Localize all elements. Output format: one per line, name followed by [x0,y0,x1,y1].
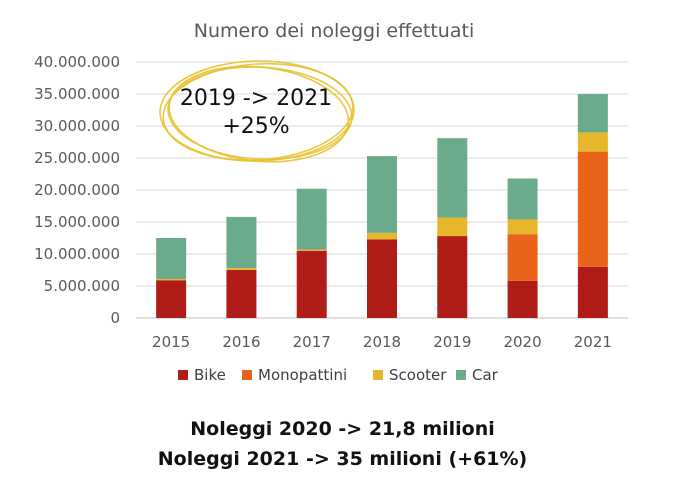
y-tick-label: 30.000.000 [34,117,120,135]
bar-bike-2020 [507,280,538,318]
bar-scooter-2017 [296,249,327,251]
bar-bike-2015 [156,280,187,318]
bar-bike-2017 [296,250,327,318]
x-tick-label: 2016 [222,333,260,351]
legend-swatch-car [456,370,466,380]
legend-swatch-scooter [373,370,383,380]
bar-bike-2018 [367,239,397,318]
y-tick-label: 25.000.000 [34,149,120,167]
bar-car-2015 [156,238,187,279]
x-axis-ticks: 2015 2016 2017 2018 2019 2020 2021 [152,333,612,351]
x-tick-label: 2019 [433,333,471,351]
x-tick-label: 2018 [363,333,401,351]
y-tick-label: 15.000.000 [34,213,120,231]
bar-bike-2021 [577,266,608,318]
x-tick-label: 2017 [293,333,331,351]
footer-line-1: Noleggi 2020 -> 21,8 milioni [190,418,495,440]
bar-scooter-2015 [156,278,187,281]
bar-bike-2016 [226,270,257,318]
y-tick-label: 35.000.000 [34,85,120,103]
bar-bike-2019 [437,236,468,318]
bar-car-2018 [367,156,397,233]
bar-car-2017 [296,188,327,250]
x-tick-label: 2015 [152,333,190,351]
bar-scooter-2021 [577,132,608,152]
chart-title: Numero dei noleggi effettuati [194,20,474,42]
bar-scooter-2020 [507,219,538,235]
bar-monopattini-2020 [507,234,538,281]
bar-car-2016 [226,216,257,269]
y-tick-label: 40.000.000 [34,53,120,71]
legend-swatch-monopattini [242,370,252,380]
legend-label-scooter: Scooter [389,366,447,384]
bar-car-2019 [437,138,468,218]
stacked-bar-chart: Numero dei noleggi effettuati 0 5.000.000… [34,20,628,384]
bar-monopattini-2021 [577,151,608,267]
bar-car-2021 [577,94,608,133]
bar-scooter-2018 [367,232,397,240]
legend-label-bike: Bike [194,366,226,384]
footer-line-2: Noleggi 2021 -> 35 milioni (+61%) [157,448,528,470]
legend-label-car: Car [472,366,499,384]
legend: Bike Monopattini Scooter Car [178,366,499,384]
legend-swatch-bike [178,370,188,380]
legend-label-monopattini: Monopattini [258,366,347,384]
y-axis-ticks: 0 5.000.000 10.000.000 15.000.000 20.000.000… [34,53,120,327]
bar-car-2020 [507,178,538,220]
annotation-circle-stroke [168,65,350,163]
bar-scooter-2016 [226,268,257,270]
y-tick-label: 5.000.000 [44,277,120,295]
annotation: 2019 -> 2021 +25% [159,60,355,163]
annotation-circle [159,60,355,163]
annotation-line-1: 2019 -> 2021 [180,86,332,111]
y-tick-label: 0 [110,309,120,327]
y-tick-label: 20.000.000 [34,181,120,199]
annotation-line-2: +25% [222,114,289,139]
bar-scooter-2019 [437,217,468,237]
x-tick-label: 2020 [503,333,541,351]
y-tick-label: 10.000.000 [34,245,120,263]
x-tick-label: 2021 [574,333,612,351]
bars [156,94,608,318]
